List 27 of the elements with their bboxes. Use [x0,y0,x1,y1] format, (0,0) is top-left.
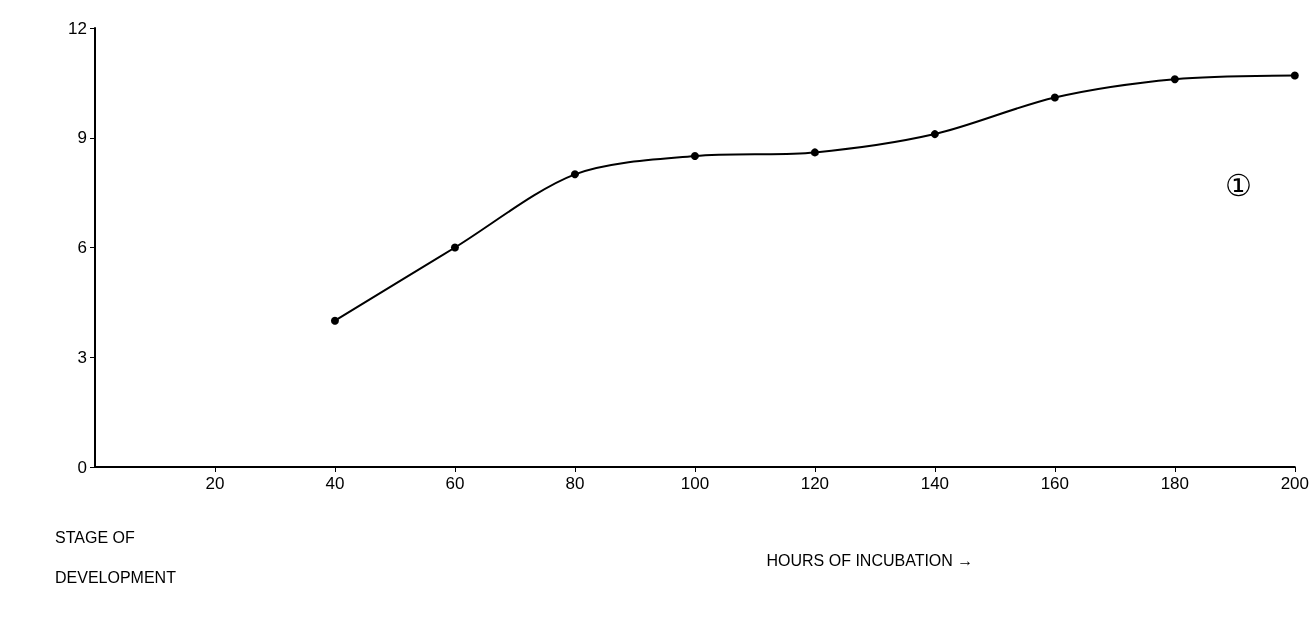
x-tick-label: 80 [565,474,585,493]
point [690,152,699,161]
x-tick-label: 160 [1040,474,1070,493]
x-tick-label: 20 [205,474,225,493]
point [1290,71,1299,80]
annotation: ① [1225,168,1253,202]
y-tick-label: 0 [77,457,87,477]
x-tick-label: 120 [800,474,830,493]
y-tick-label: 9 [77,128,87,148]
x-tick-label: 100 [680,474,710,493]
x-tick-label: 140 [920,474,950,493]
text: STAGE OF DEVELOPMENT [55,528,176,586]
x-axis-title: HOURS OF INCUBATION → [766,551,974,569]
x-tick-label: 60 [445,474,465,493]
x-tick-label: 40 [325,474,345,493]
point [450,243,459,252]
point [1050,93,1059,102]
point [930,130,939,139]
point [810,148,819,157]
y-tick-label: 3 [77,347,87,367]
point [1170,75,1179,84]
y-tick-label: 12 [68,18,87,38]
point [570,170,579,179]
x-tick-label: 180 [1160,474,1190,493]
y-tick-label: 6 [77,238,87,257]
point [330,316,339,325]
x-tick-label: 200 [1280,474,1310,493]
